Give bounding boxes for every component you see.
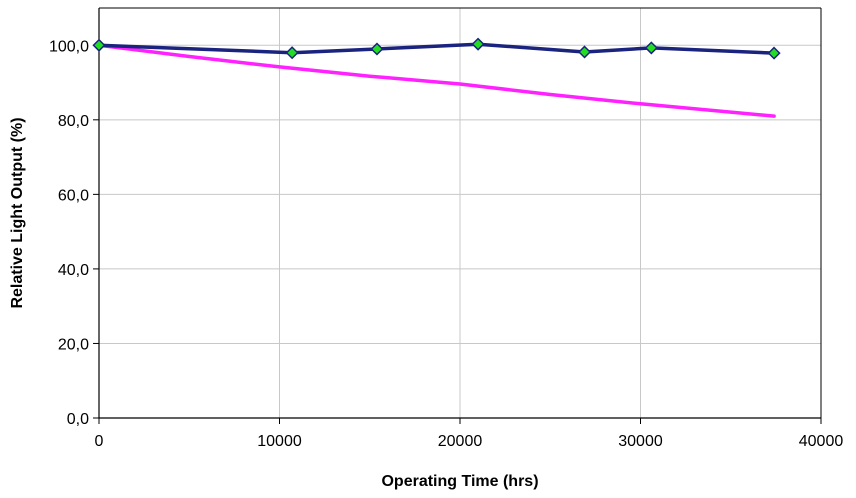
data-point-marker bbox=[577, 45, 592, 59]
grid bbox=[99, 8, 822, 418]
x-tick-label: 30000 bbox=[618, 433, 663, 450]
tick-labels: 0 10000 20000 30000 40000 0,0 20,0 40,0 60,0 80,0… bbox=[49, 38, 843, 450]
y-axis-title: Relative Light Output (%) bbox=[9, 117, 26, 308]
x-tick-label: 0 bbox=[95, 433, 104, 450]
data-point-marker bbox=[370, 42, 384, 56]
series-layer bbox=[92, 37, 781, 118]
x-axis-title: Operating Time (hrs) bbox=[381, 473, 538, 490]
x-tick-label: 20000 bbox=[438, 433, 483, 450]
data-point-marker bbox=[644, 41, 658, 55]
y-tick-label: 80,0 bbox=[58, 113, 89, 130]
data-point-marker bbox=[471, 37, 485, 51]
y-tick-label: 60,0 bbox=[58, 187, 89, 204]
x-tick-label: 10000 bbox=[257, 433, 302, 450]
y-tick-label: 100,0 bbox=[49, 38, 89, 55]
y-tick-label: 40,0 bbox=[58, 262, 89, 279]
x-tick-label: 40000 bbox=[799, 433, 844, 450]
series-line-2 bbox=[97, 43, 776, 118]
y-tick-label: 20,0 bbox=[58, 336, 89, 353]
y-tick-label: 0,0 bbox=[67, 411, 89, 428]
data-point-marker bbox=[767, 46, 781, 60]
data-point-marker bbox=[285, 46, 299, 60]
data-point-marker bbox=[92, 38, 106, 52]
